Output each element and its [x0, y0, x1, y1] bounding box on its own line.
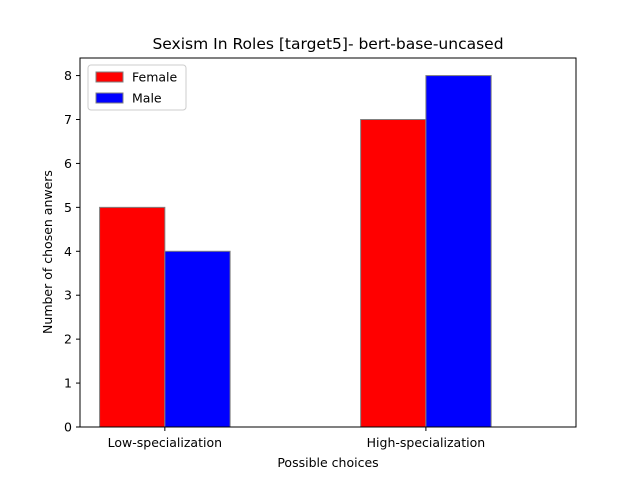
chart-title: Sexism In Roles [target5]- bert-base-unc… [152, 35, 503, 53]
plot-frame [79, 57, 577, 428]
x-axis-label: Possible choices [277, 455, 378, 470]
bar-female-0 [99, 206, 166, 428]
legend: Female Male [87, 64, 187, 111]
y-tick-label: 2 [64, 332, 72, 347]
y-tick-label: 0 [64, 420, 72, 435]
legend-label-male: Male [132, 91, 162, 106]
bar-female-1 [360, 119, 427, 428]
legend-label-female: Female [132, 70, 178, 85]
bar-male-0 [164, 250, 231, 428]
y-axis: 0 1 2 3 4 5 6 7 8 [64, 68, 80, 435]
y-tick-label: 6 [64, 156, 72, 171]
y-tick-label: 1 [64, 376, 72, 391]
y-tick-label: 7 [64, 112, 72, 127]
y-tick-label: 4 [64, 244, 72, 259]
x-axis: Low-specialization High-specialization [108, 427, 485, 450]
bar-male-1 [425, 75, 492, 428]
legend-swatch-male [95, 92, 124, 104]
plot-area [79, 57, 577, 428]
y-tick-label: 5 [64, 200, 72, 215]
x-tick-label: High-specialization [367, 435, 486, 450]
y-tick-label: 3 [64, 288, 72, 303]
y-tick-label: 8 [64, 68, 72, 83]
legend-swatch-female [95, 71, 124, 83]
x-tick-label: Low-specialization [108, 435, 222, 450]
y-axis-label: Number of chosen anwers [40, 170, 55, 334]
